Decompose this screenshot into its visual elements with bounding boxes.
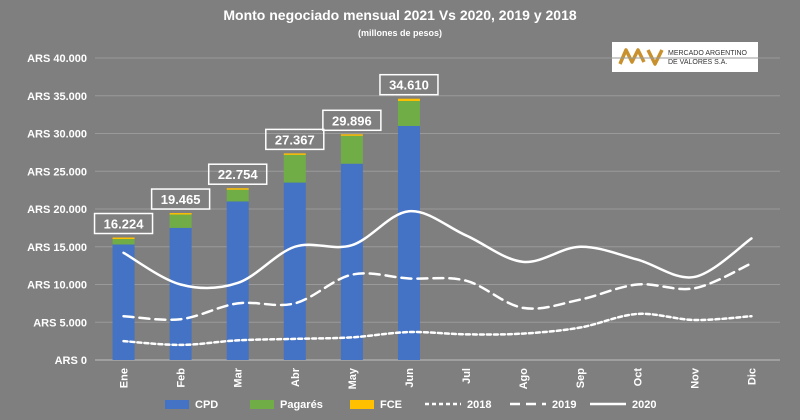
mav-logo-stroke-v	[646, 49, 664, 66]
y-tick-label: ARS 0	[55, 355, 87, 367]
x-tick-label: Feb	[176, 368, 188, 388]
y-tick-label: ARS 35.000	[27, 91, 87, 103]
legend: CPD Pagarés FCE 2018 2019 2020	[165, 399, 656, 411]
bars	[112, 98, 420, 360]
bar-pagar-s	[283, 154, 306, 183]
bar-cpd	[169, 227, 192, 360]
x-tick-label: Dic	[746, 368, 758, 385]
total-label-box	[207, 163, 268, 185]
x-tick-label: Oct	[632, 368, 644, 387]
bar-cpd	[340, 163, 363, 360]
total-label: 22.754	[218, 167, 259, 182]
bar-fce	[397, 98, 420, 101]
total-label-box	[150, 188, 211, 210]
x-tick-label: Nov	[689, 367, 701, 389]
legend-swatch-fce	[350, 400, 374, 409]
bar-pagar-s	[112, 239, 135, 245]
x-tick-label: Abr	[290, 367, 302, 387]
mav-logo-stroke-m	[618, 48, 646, 65]
legend-label: FCE	[380, 399, 402, 411]
bar-cpd	[397, 125, 420, 360]
y-axis: ARS 0 ARS 5.000 ARS 10.000 ARS 15.000 ARS 20…	[27, 53, 780, 367]
bar-fce	[226, 188, 249, 190]
y-tick-label: ARS 40.000	[27, 53, 87, 65]
bar-cpd	[226, 201, 249, 360]
mav-logo-mark	[618, 48, 664, 66]
chart-subtitle: (millones de pesos)	[358, 28, 442, 38]
x-tick-label: Ene	[119, 368, 131, 388]
legend-label: 2018	[467, 399, 491, 411]
x-axis: Ene Feb Mar Abr May Jun Jul Ago Sep Oct Nov Dic	[119, 367, 759, 389]
legend-label: CPD	[195, 399, 218, 411]
logo-line1: MERCADO ARGENTINO	[668, 50, 748, 57]
bar-fce	[340, 134, 363, 136]
lines	[122, 210, 753, 347]
x-tick-label: Sep	[575, 368, 587, 388]
bar-pagar-s	[169, 214, 192, 228]
legend-label: 2019	[552, 399, 576, 411]
x-tick-label: May	[347, 367, 359, 389]
bar-cpd	[112, 244, 135, 360]
legend-label: 2020	[632, 399, 656, 411]
y-tick-label: ARS 25.000	[27, 166, 87, 178]
y-tick-label: ARS 20.000	[27, 204, 87, 216]
y-tick-label: ARS 10.000	[27, 280, 87, 292]
x-tick-label: Jun	[404, 368, 416, 388]
bar-fce	[283, 153, 306, 155]
logo-line2: DE VALORES S.A.	[668, 59, 727, 66]
logo: MERCADO ARGENTINO DE VALORES S.A.	[612, 42, 758, 72]
bar-pagar-s	[397, 100, 420, 126]
bar-fce	[112, 237, 135, 240]
total-labels: 16.224 19.465 22.754 27.367 29.896 34.610	[93, 73, 439, 235]
chart-title: Monto negociado mensual 2021 Vs 2020, 20…	[223, 7, 576, 23]
legend-swatch-cpd	[165, 400, 189, 409]
bar-pagar-s	[226, 189, 249, 202]
line-series-2020	[122, 210, 753, 290]
line-series-2019	[122, 262, 753, 321]
bar-cpd	[283, 182, 306, 360]
total-label: 34.610	[389, 78, 429, 93]
total-label: 29.896	[332, 113, 372, 128]
total-label: 27.367	[275, 132, 315, 147]
bar-fce	[169, 213, 192, 215]
bar-pagar-s	[340, 135, 363, 164]
line-series-2018	[122, 312, 753, 347]
y-tick-label: ARS 30.000	[27, 129, 87, 141]
x-tick-label: Mar	[233, 367, 245, 387]
total-label-box	[93, 212, 154, 235]
x-tick-label: Jul	[461, 368, 473, 384]
total-label-box	[379, 73, 439, 96]
legend-swatch-pagar-s	[250, 400, 274, 409]
y-tick-label: ARS 5.000	[33, 317, 87, 329]
total-label-box	[265, 128, 325, 151]
total-label-box	[322, 109, 382, 132]
total-label: 16.224	[104, 217, 145, 232]
x-tick-label: Ago	[518, 368, 530, 390]
total-label: 19.465	[161, 192, 201, 207]
y-tick-label: ARS 15.000	[27, 242, 87, 254]
legend-label: Pagarés	[280, 399, 323, 411]
